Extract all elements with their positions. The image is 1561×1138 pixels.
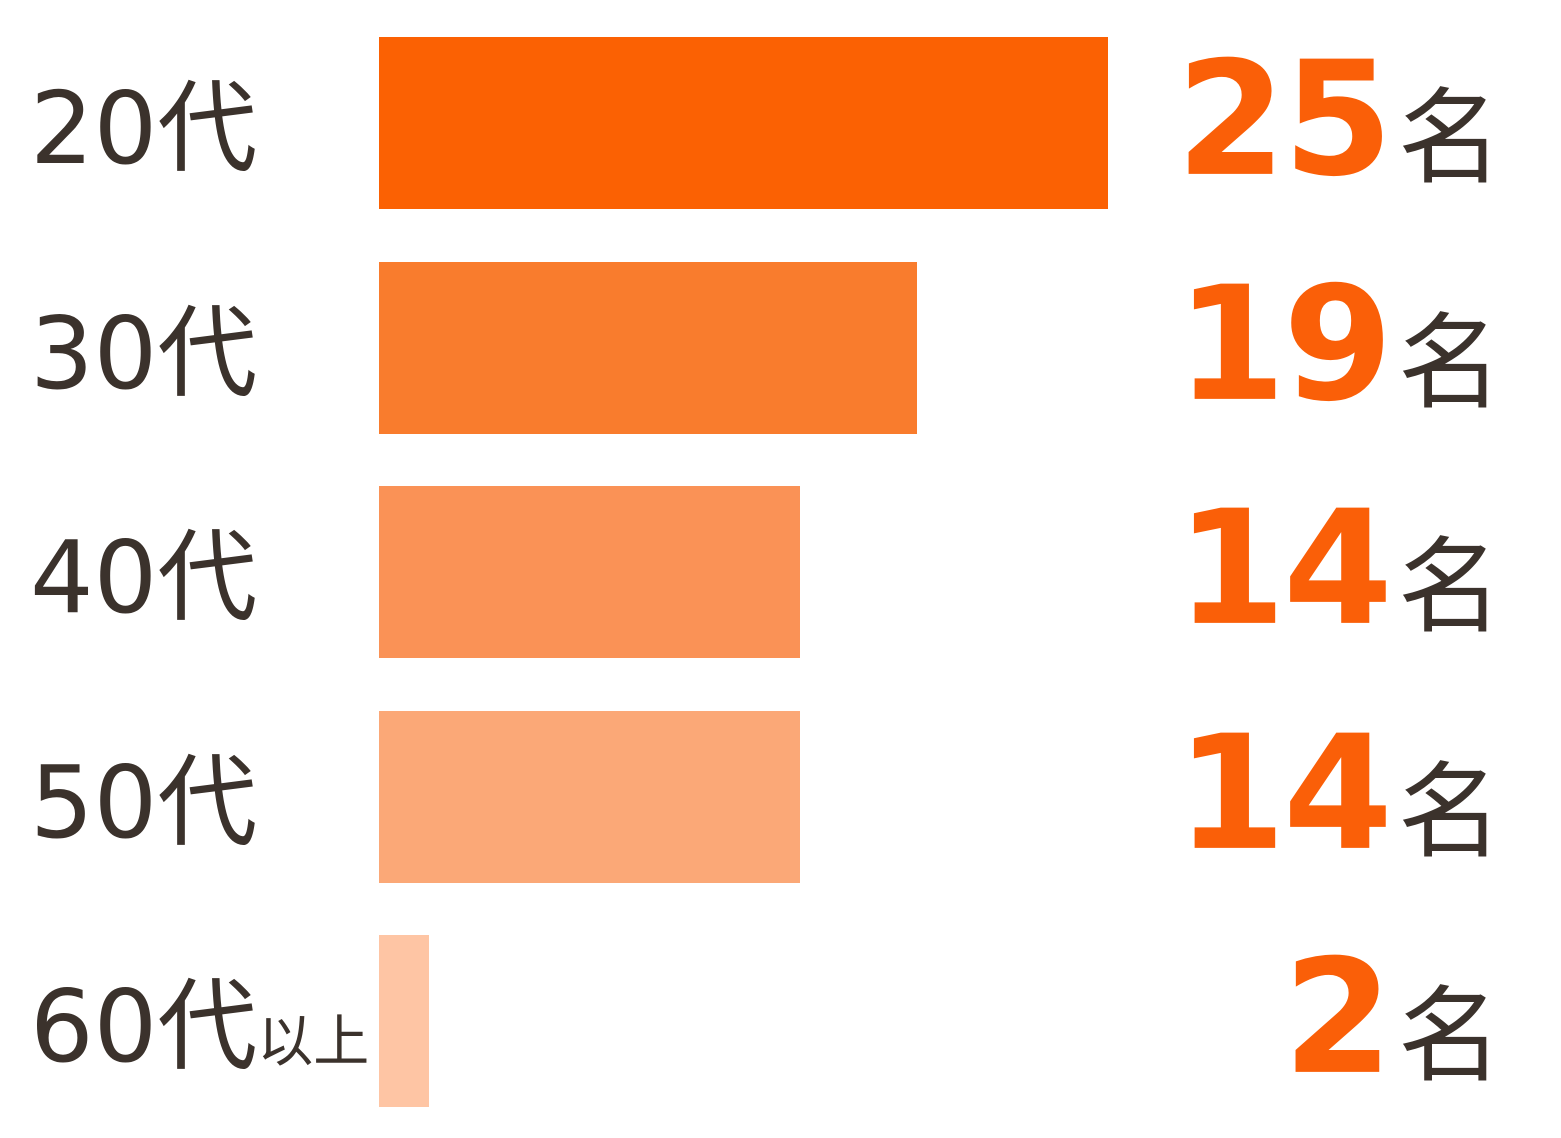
category-label-text: 40代: [30, 519, 258, 636]
bar-20s: [379, 37, 1108, 209]
value-unit: 名: [1397, 76, 1502, 199]
value-label-40s: 14 名: [1176, 490, 1502, 648]
bar-60s-plus: [379, 935, 429, 1107]
category-label-50s: 50代: [30, 752, 257, 853]
bar-50s: [379, 710, 800, 883]
category-label-60s-plus: 60代以上: [30, 977, 369, 1077]
category-label-30s: 30代: [30, 303, 257, 404]
value-label-30s: 19 名: [1176, 265, 1502, 423]
value-number: 19: [1176, 252, 1393, 437]
category-label-text: 60代: [30, 968, 258, 1085]
chart-row-30s: 30代 19 名: [0, 261, 1561, 434]
chart-row-20s: 20代 25 名: [0, 37, 1561, 209]
value-unit: 名: [1397, 974, 1502, 1097]
value-number: 14: [1176, 476, 1393, 661]
chart-row-40s: 40代 14 名: [0, 486, 1561, 658]
bar-40s: [379, 486, 800, 658]
category-label-suffix: 以上: [257, 1010, 370, 1075]
chart-row-50s: 50代 14 名: [0, 710, 1561, 883]
value-label-50s: 14 名: [1176, 714, 1502, 872]
value-number: 2: [1283, 925, 1393, 1110]
value-unit: 名: [1397, 301, 1502, 424]
category-label-40s: 40代: [30, 528, 257, 628]
category-label-text: 50代: [30, 743, 258, 861]
bar-30s: [379, 261, 917, 434]
value-unit: 名: [1397, 525, 1502, 648]
value-number: 14: [1176, 701, 1393, 886]
category-label-text: 30代: [30, 294, 258, 412]
category-label-text: 20代: [30, 70, 258, 187]
category-label-20s: 20代: [30, 79, 257, 179]
value-unit: 名: [1397, 750, 1502, 873]
value-number: 25: [1176, 27, 1393, 212]
value-label-20s: 25 名: [1176, 41, 1502, 199]
